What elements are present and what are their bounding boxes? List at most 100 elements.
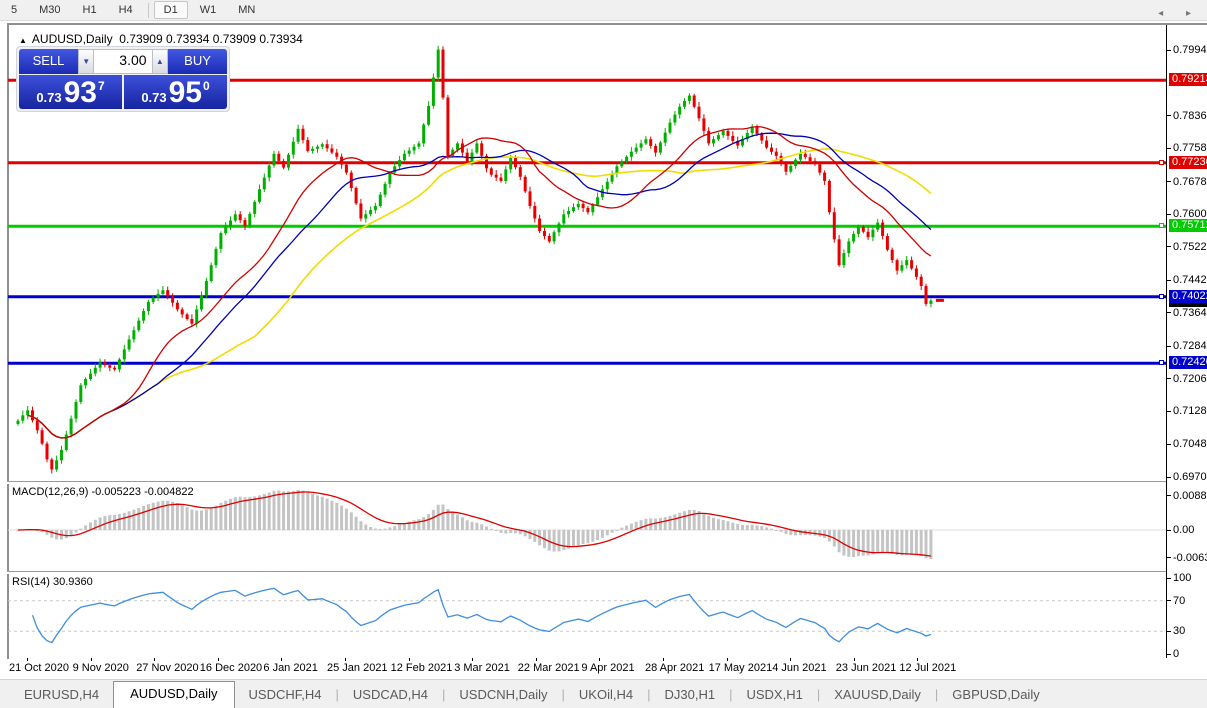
rsi-panel (8, 587, 1166, 644)
date-axis-tick (408, 658, 410, 661)
lot-increase-button[interactable]: ▲ (151, 49, 169, 74)
chart-tab-gbpusd-daily[interactable]: GBPUSD,Daily (952, 687, 1040, 702)
sell-price-tile[interactable]: 0.73 93 7 (19, 75, 122, 109)
date-axis-label: 21 Oct 2020 (9, 662, 69, 674)
buy-button[interactable]: BUY (168, 49, 227, 74)
date-axis-label: 4 Jun 2021 (772, 662, 827, 674)
rsi-axis-tick: 70 (1167, 595, 1185, 607)
timeframe-button-h4[interactable]: H4 (118, 4, 133, 16)
chart-tab-bar: EURUSD,H4 AUDUSD,Daily USDCHF,H4 | USDCAD,H4… (0, 679, 1207, 708)
date-axis-label: 12 Feb 2021 (390, 662, 453, 674)
date-axis-label: 27 Nov 2020 (136, 662, 199, 674)
date-axis-tick (663, 658, 664, 661)
chart-title: ▲ AUDUSD,Daily 0.73909 0.73934 0.73909 0.… (19, 32, 303, 46)
one-click-trade-panel: SELL ▼ 3.00 ▲ BUY 0.73 93 7 0.73 95 0 (16, 46, 230, 112)
chart-tab-ukoil-h4[interactable]: UKOil,H4 (578, 687, 634, 702)
chart-quote-values: 0.73909 0.73934 0.73909 0.73934 (119, 32, 303, 46)
sell-button[interactable]: SELL (19, 49, 78, 74)
date-axis-label: 23 Jun 2021 (835, 662, 897, 674)
date-axis-tick (281, 658, 283, 661)
date-axis-label: 22 Mar 2021 (517, 662, 580, 674)
date-axis-label: 25 Jan 2021 (327, 662, 388, 674)
date-axis-label: 28 Apr 2021 (645, 662, 705, 674)
date-axis-label: 9 Nov 2020 (72, 662, 129, 674)
macd-axis-tick: 0.008871 (1167, 490, 1207, 502)
lot-decrease-button[interactable]: ▼ (77, 49, 95, 74)
level-line-handle[interactable] (1159, 223, 1164, 229)
chart-tab-xauusd-daily[interactable]: XAUUSD,Daily (834, 687, 921, 702)
macd-indicator-label: MACD(12,26,9) -0.005223 -0.004822 (12, 486, 194, 498)
macd-panel (8, 490, 1166, 559)
level-price-badge: 0.72426 (1169, 356, 1207, 370)
candlestick-chart[interactable] (8, 25, 1166, 481)
date-axis-tick (790, 658, 792, 661)
sell-price-pip: 7 (98, 79, 105, 93)
chart-tab-audusd-daily[interactable]: AUDUSD,Daily (113, 681, 235, 708)
tab-separator: | (335, 687, 339, 702)
panel-separator[interactable] (7, 571, 1207, 574)
toolbar-separator (147, 2, 149, 18)
tab-separator: | (442, 687, 446, 702)
date-axis-tick (599, 658, 601, 661)
date-axis-label: 17 May 2021 (708, 662, 773, 674)
panel-separator[interactable] (7, 481, 1207, 484)
timeframe-button-w1[interactable]: W1 (199, 4, 217, 16)
tab-scroll-arrows[interactable]: ◂ ▸ (1158, 8, 1201, 19)
timeframe-button-h1[interactable]: H1 (82, 4, 97, 16)
chart-tab-usdcnh-daily[interactable]: USDCNH,Daily (459, 687, 548, 702)
macd-axis-tick: -0.00632 (1167, 552, 1207, 564)
timeframe-button-mn[interactable]: MN (238, 4, 256, 16)
date-axis-label: 12 Jul 2021 (899, 662, 957, 674)
date-axis-label: 3 Mar 2021 (454, 662, 510, 674)
date-axis-tick (217, 658, 219, 661)
buy-price-prefix: 0.73 (141, 90, 167, 105)
rsi-axis-tick: 30 (1167, 625, 1185, 637)
rsi-axis-tick: 0 (1167, 648, 1179, 660)
tab-separator: | (561, 687, 565, 702)
macd-axis-tick: 0.00 (1167, 524, 1194, 536)
date-axis-tick (27, 658, 28, 661)
chart-tab-usdchf-h4[interactable]: USDCHF,H4 (248, 687, 322, 702)
lot-size-input[interactable]: 3.00 (94, 49, 152, 74)
date-axis-tick (345, 658, 346, 661)
chart-tab-dj30-h1[interactable]: DJ30,H1 (664, 687, 716, 702)
chart-tab-usdcad-h4[interactable]: USDCAD,H4 (352, 687, 429, 702)
date-axis-tick (472, 658, 474, 661)
timeframe-button-d1[interactable]: D1 (153, 1, 188, 19)
date-axis-tick (90, 658, 92, 661)
buy-price-tile[interactable]: 0.73 95 0 (124, 75, 227, 109)
chart-tab-eurusd-h4[interactable]: EURUSD,H4 (24, 687, 100, 702)
level-price-badge: 0.74022 (1169, 289, 1207, 303)
timeframe-button-5[interactable]: 5 (11, 4, 18, 16)
date-axis-tick (917, 658, 919, 661)
timeframe-button-m30[interactable]: M30 (39, 4, 61, 16)
level-line-handle[interactable] (1159, 159, 1164, 165)
chart-symbol-label: AUDUSD,Daily (31, 32, 113, 46)
date-axis-tick (154, 658, 156, 661)
buy-price-big: 95 (168, 76, 202, 109)
sell-price-big: 93 (63, 76, 97, 109)
buy-price-pip: 0 (203, 79, 210, 93)
level-price-badge: 0.77236 (1169, 155, 1207, 169)
date-axis-tick (853, 658, 855, 661)
chart-tab-usdx-h1[interactable]: USDX,H1 (746, 687, 803, 702)
tab-separator: | (647, 687, 651, 702)
timeframe-toolbar: 5 M30 H1 H4 D1 W1 MN (0, 0, 1207, 21)
level-line-handle[interactable] (1159, 360, 1164, 366)
level-line-handle[interactable] (1159, 293, 1164, 299)
level-price-badge: 0.79213 (1169, 73, 1207, 87)
date-axis: 21 Oct 2020 9 Nov 2020 27 Nov 2020 16 Dec 2… (7, 658, 1167, 677)
collapse-triangle-icon[interactable]: ▲ (19, 36, 27, 45)
